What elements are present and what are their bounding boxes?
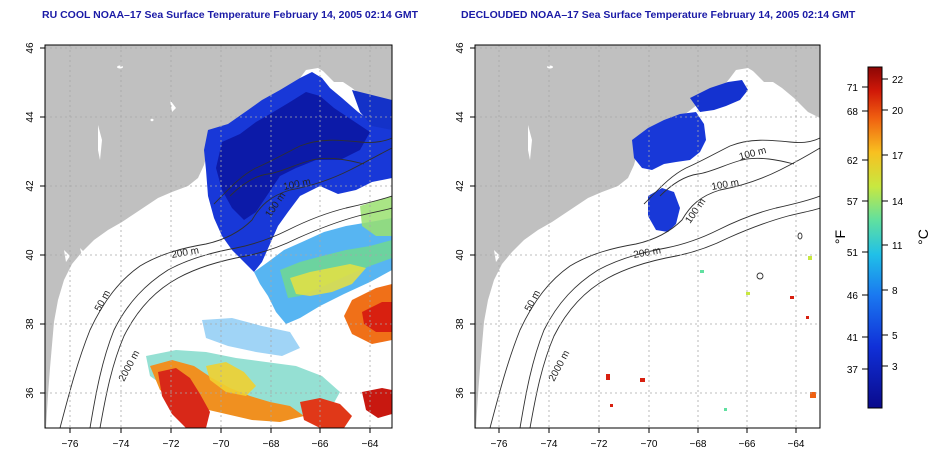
colorbar-celsius-label: °C	[915, 229, 931, 245]
lon-tick-label: −70	[641, 439, 658, 450]
lat-tick-label: 36	[25, 387, 36, 399]
lon-tick-label: −66	[739, 439, 756, 450]
left-lon-labels: −76 −74 −72 −70 −68 −66 −64	[62, 439, 379, 450]
lat-tick-label: 44	[25, 111, 36, 123]
colorbar-f-tick: 51	[847, 248, 859, 259]
right-map: 50 m 100 m 200 m 2000 m 100 m 100 m	[474, 44, 821, 429]
colorbar-c-tick: 8	[892, 286, 898, 297]
colorbar-gradient	[867, 66, 883, 409]
axis-ticks	[40, 47, 797, 433]
left-grid	[45, 45, 392, 428]
lat-tick-label: 38	[25, 318, 36, 330]
lat-tick-label: 42	[455, 180, 466, 192]
sst-declouded-specks	[606, 256, 816, 411]
left-map-title: RU COOL NOAA–17 Sea Surface Temperature …	[42, 9, 419, 21]
sst-declouded-blue-north	[690, 80, 748, 112]
lon-tick-label: −66	[312, 439, 329, 450]
land-nova-scotia	[320, 52, 392, 82]
contour-label-200m: 200 m	[633, 245, 662, 261]
bathymetry-contours	[59, 137, 392, 428]
lakes	[485, 65, 553, 390]
colorbar-c-tick: 3	[892, 362, 898, 373]
sst-green-right	[360, 196, 392, 236]
lon-tick-label: −72	[591, 439, 608, 450]
colorbar: 71 68 62 57 51 46 41 37 22 20 17 14 11 8…	[832, 66, 931, 409]
sst-yellow-patch	[290, 264, 366, 296]
lat-tick-label: 38	[455, 318, 466, 330]
lon-tick-label: −76	[491, 439, 508, 450]
sst-yellow-south	[206, 362, 256, 396]
colorbar-c-tick: 17	[892, 151, 904, 162]
right-map-title: DECLOUDED NOAA–17 Sea Surface Temperatur…	[461, 9, 856, 21]
sst-lightblue-south	[202, 318, 300, 356]
sst-declouded-blue-lower	[648, 188, 680, 232]
colorbar-c-tick: 22	[892, 75, 904, 86]
right-lat-labels: 36 38 40 42 44 46	[455, 42, 466, 399]
lon-tick-label: −74	[113, 439, 130, 450]
colorbar-f-tick: 46	[847, 291, 859, 302]
lat-tick-label: 42	[25, 180, 36, 192]
sst-red-right	[362, 302, 392, 332]
colorbar-c-tick: 5	[892, 331, 898, 342]
sst-declouded-blue-main	[632, 112, 706, 170]
lon-tick-label: −70	[213, 439, 230, 450]
colorbar-f-tick: 41	[847, 333, 859, 344]
lon-tick-label: −76	[62, 439, 79, 450]
colorbar-c-tick: 11	[892, 241, 903, 252]
lat-tick-label: 46	[455, 42, 466, 54]
colorbar-f-tick: 71	[847, 83, 859, 94]
left-lat-labels: 36 38 40 42 44 46	[25, 42, 36, 399]
left-map: 50 m 100 m 200 m 2000 m 100 m	[44, 44, 393, 429]
sst-cold-dark	[216, 92, 370, 220]
colorbar-f-tick: 68	[847, 107, 859, 118]
lon-tick-label: −74	[541, 439, 558, 450]
lon-tick-label: −72	[163, 439, 180, 450]
sst-red-south-2	[300, 398, 352, 428]
contour-label-100m-c: 100 m	[711, 177, 740, 193]
colorbar-fahrenheit-label: °F	[832, 230, 848, 244]
colorbar-c-tick: 14	[892, 197, 904, 208]
sst-red-south	[158, 368, 210, 428]
land-coast	[475, 45, 820, 428]
sst-cold-ne-corner	[352, 90, 392, 130]
colorbar-c-tick: 20	[892, 106, 904, 117]
land-coast	[45, 45, 392, 428]
colorbar-f-tick: 62	[847, 156, 859, 167]
lon-tick-label: −64	[362, 439, 379, 450]
lat-tick-label: 46	[25, 42, 36, 54]
lon-tick-label: −68	[690, 439, 707, 450]
lakes	[55, 65, 176, 390]
contour-label-200m: 200 m	[171, 245, 200, 261]
land-nova-scotia	[750, 52, 820, 82]
sst-red-bottom-right	[362, 388, 392, 418]
colorbar-f-tick: 37	[847, 365, 859, 376]
lon-tick-label: −68	[263, 439, 280, 450]
bathymetry-contours	[489, 137, 820, 428]
lat-tick-label: 44	[455, 111, 466, 123]
lat-tick-label: 40	[25, 249, 36, 261]
right-lon-labels: −76 −74 −72 −70 −68 −66 −64	[491, 439, 805, 450]
lon-tick-label: −64	[788, 439, 805, 450]
right-grid	[475, 45, 820, 428]
lat-tick-label: 40	[455, 249, 466, 261]
lat-tick-label: 36	[455, 387, 466, 399]
colorbar-f-tick: 57	[847, 197, 859, 208]
